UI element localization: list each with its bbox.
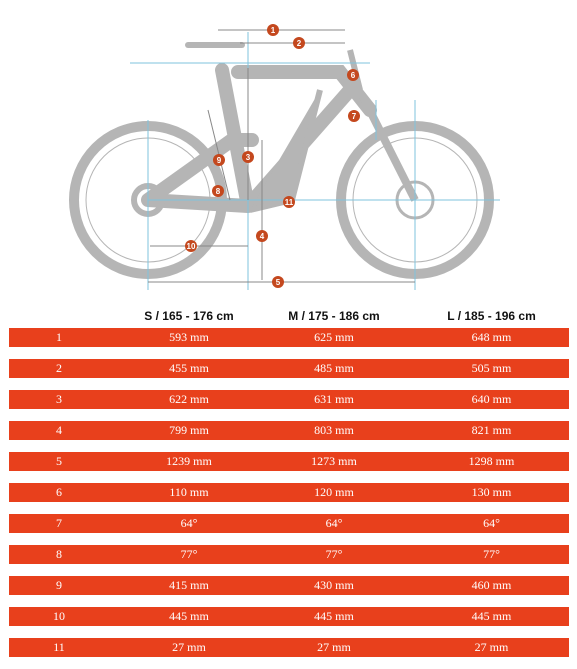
- svg-text:9: 9: [217, 156, 222, 165]
- size-m-header: M / 175 - 186 cm: [288, 309, 380, 323]
- svg-text:10: 10: [187, 242, 196, 251]
- size-m-value: 445 mm: [314, 609, 354, 623]
- size-l-value: 640 mm: [471, 392, 512, 406]
- row-id: 11: [53, 640, 65, 654]
- svg-text:1: 1: [271, 26, 276, 35]
- size-m-value: 625 mm: [314, 330, 354, 344]
- size-s-value: 64°: [180, 516, 198, 530]
- size-s-value: 799 mm: [169, 423, 209, 437]
- size-m-value: 120 mm: [314, 485, 354, 499]
- size-s-value: 455 mm: [169, 361, 209, 375]
- size-s-value: 445 mm: [169, 609, 209, 623]
- size-s-value: 110 mm: [169, 485, 209, 499]
- svg-text:6: 6: [351, 71, 356, 80]
- table-row: 5 1239 mm 1273 mm 1298 mm: [9, 452, 569, 471]
- svg-text:7: 7: [352, 112, 357, 121]
- row-id: 8: [56, 547, 62, 561]
- svg-text:8: 8: [216, 187, 221, 196]
- geometry-table: 1 593 mm 625 mm 648 mm 2 455 mm 485 mm 5…: [9, 328, 569, 669]
- marker-7: 7: [348, 110, 360, 122]
- dimension-markers: 1 2 3 4 5 6 7 8 9 10 11: [185, 24, 360, 288]
- fork: [358, 93, 419, 202]
- table-row: 7 64° 64° 64°: [9, 514, 569, 533]
- size-l-value: 64°: [483, 516, 500, 530]
- row-id: 9: [56, 578, 62, 592]
- size-s-value: 77°: [180, 547, 198, 561]
- table-row: 1 593 mm 625 mm 648 mm: [9, 328, 569, 347]
- marker-2: 2: [293, 37, 305, 49]
- bike-silhouette: [69, 42, 494, 279]
- size-m-value: 430 mm: [314, 578, 354, 592]
- row-id: 5: [56, 454, 62, 468]
- row-id: 4: [56, 423, 62, 437]
- size-m-value: 27 mm: [317, 640, 351, 654]
- size-l-value: 445 mm: [471, 609, 512, 623]
- size-s-value: 593 mm: [169, 330, 209, 344]
- size-m-value: 77°: [325, 547, 343, 561]
- svg-text:2: 2: [297, 39, 302, 48]
- marker-1: 1: [267, 24, 279, 36]
- row-id: 6: [56, 485, 62, 499]
- row-id: 10: [53, 609, 65, 623]
- size-l-value: 1298 mm: [468, 454, 515, 468]
- table-row: 6 110 mm 120 mm 130 mm: [9, 483, 569, 502]
- row-id: 7: [56, 516, 62, 530]
- size-l-header: L / 185 - 196 cm: [447, 309, 536, 323]
- table-row: 2 455 mm 485 mm 505 mm: [9, 359, 569, 378]
- marker-9: 9: [213, 154, 225, 166]
- row-id: 1: [56, 330, 62, 344]
- row-id: 2: [56, 361, 62, 375]
- table-row: 8 77° 77° 77°: [9, 545, 569, 564]
- marker-10: 10: [185, 240, 197, 252]
- size-s-value: 415 mm: [169, 578, 209, 592]
- bike-geometry-diagram: 1 2 3 4 5 6 7 8 9 10 11: [69, 24, 500, 290]
- svg-text:11: 11: [285, 198, 294, 207]
- marker-4: 4: [256, 230, 268, 242]
- size-l-value: 505 mm: [471, 361, 512, 375]
- table-row: 10 445 mm 445 mm 445 mm: [9, 607, 569, 626]
- marker-11: 11: [283, 196, 295, 208]
- table-row: 11 27 mm 27 mm 27 mm: [9, 638, 569, 657]
- size-s-value: 27 mm: [172, 640, 206, 654]
- motor-housing: [249, 89, 323, 213]
- table-row: 9 415 mm 430 mm 460 mm: [9, 576, 569, 595]
- size-m-value: 485 mm: [314, 361, 354, 375]
- marker-8: 8: [212, 185, 224, 197]
- size-l-value: 648 mm: [471, 330, 512, 344]
- size-m-value: 803 mm: [314, 423, 354, 437]
- svg-text:3: 3: [246, 153, 251, 162]
- table-row: 4 799 mm 803 mm 821 mm: [9, 421, 569, 440]
- marker-3: 3: [242, 151, 254, 163]
- marker-5: 5: [272, 276, 284, 288]
- size-l-value: 130 mm: [471, 485, 512, 499]
- size-m-value: 1273 mm: [311, 454, 357, 468]
- size-s-value: 1239 mm: [166, 454, 212, 468]
- size-s-value: 622 mm: [169, 392, 209, 406]
- size-l-value: 27 mm: [474, 640, 509, 654]
- row-id: 3: [56, 392, 62, 406]
- table-row: 3 622 mm 631 mm 640 mm: [9, 390, 569, 409]
- svg-text:4: 4: [260, 232, 265, 241]
- size-s-header: S / 165 - 176 cm: [144, 309, 234, 323]
- size-l-value: 821 mm: [471, 423, 512, 437]
- size-l-value: 77°: [483, 547, 500, 561]
- size-m-value: 64°: [325, 516, 343, 530]
- svg-text:5: 5: [276, 278, 281, 287]
- size-l-value: 460 mm: [471, 578, 512, 592]
- marker-6: 6: [347, 69, 359, 81]
- size-m-value: 631 mm: [314, 392, 354, 406]
